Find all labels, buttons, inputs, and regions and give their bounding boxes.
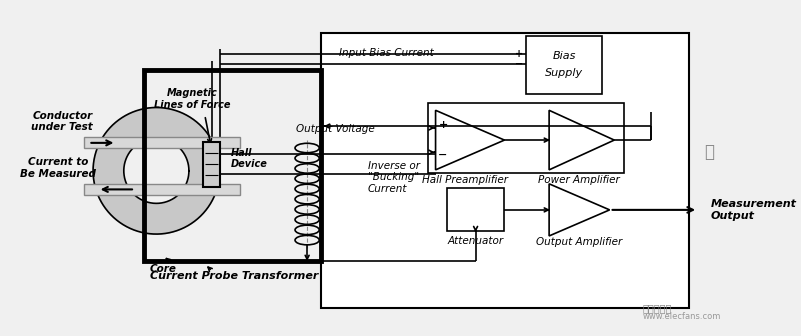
Text: Measurement
Output: Measurement Output xyxy=(711,199,797,221)
Bar xyxy=(525,36,602,93)
Text: Inverse or
"Bucking"
Current: Inverse or "Bucking" Current xyxy=(368,161,420,194)
Text: Current Probe Transformer: Current Probe Transformer xyxy=(151,271,319,281)
Text: Hall
Device: Hall Device xyxy=(231,148,268,169)
Bar xyxy=(144,70,321,261)
Bar xyxy=(203,142,219,186)
Text: www.elecfans.com: www.elecfans.com xyxy=(642,312,721,322)
Text: Hall Preamplifier: Hall Preamplifier xyxy=(422,175,509,185)
Circle shape xyxy=(124,138,189,203)
Circle shape xyxy=(93,108,219,234)
Polygon shape xyxy=(549,184,610,236)
Text: −: − xyxy=(515,59,523,69)
Text: −: − xyxy=(438,150,448,160)
Bar xyxy=(447,188,505,231)
Text: Output Voltage: Output Voltage xyxy=(296,124,374,134)
Bar xyxy=(84,137,240,149)
Text: Conductor
under Test: Conductor under Test xyxy=(31,111,93,132)
Text: Input Bias Current: Input Bias Current xyxy=(339,48,433,57)
Text: Power Amplifier: Power Amplifier xyxy=(538,175,620,185)
Text: Current to
Be Measured: Current to Be Measured xyxy=(20,157,95,179)
Polygon shape xyxy=(549,110,614,170)
Bar xyxy=(84,184,240,195)
Text: Bias: Bias xyxy=(553,51,576,61)
Text: Core: Core xyxy=(150,263,176,274)
Bar xyxy=(428,103,623,173)
Text: Attenuator: Attenuator xyxy=(448,236,504,246)
Text: Supply: Supply xyxy=(545,68,583,78)
Text: +: + xyxy=(515,49,523,59)
Text: Magnetic
Lines of Force: Magnetic Lines of Force xyxy=(155,88,231,110)
Text: 电子发烧友: 电子发烧友 xyxy=(642,303,671,313)
Text: +: + xyxy=(438,120,448,130)
Bar xyxy=(321,33,689,307)
Text: Output Amplifier: Output Amplifier xyxy=(536,238,622,247)
Text: 👆: 👆 xyxy=(704,143,714,161)
Polygon shape xyxy=(436,110,505,170)
